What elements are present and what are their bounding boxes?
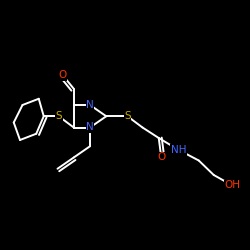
Text: O: O xyxy=(157,152,166,162)
Text: OH: OH xyxy=(224,180,240,190)
Text: S: S xyxy=(56,111,62,121)
Text: S: S xyxy=(124,111,131,121)
Text: N: N xyxy=(86,100,94,110)
Text: N: N xyxy=(86,122,94,132)
Text: NH: NH xyxy=(171,145,186,155)
Text: O: O xyxy=(58,70,66,80)
